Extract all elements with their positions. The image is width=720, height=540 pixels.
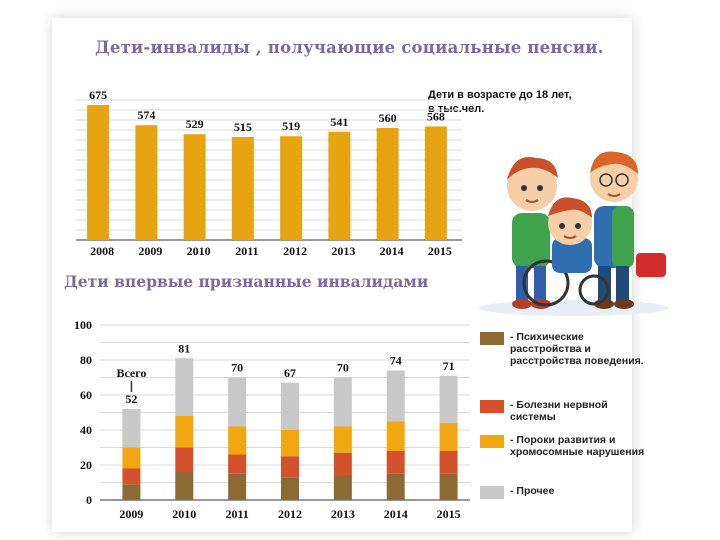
x-tick-label: 2015 [428,244,452,258]
bar [376,128,399,240]
x-tick-label: 2015 [437,507,461,521]
x-tick-label: 2010 [187,244,211,258]
legend-label: - Болезни нервной системы [510,399,608,423]
data-label: 519 [282,119,300,133]
bar [183,134,206,240]
legend-label: - Пороки развития и хромосомные нарушени… [510,434,645,458]
bar-segment [175,358,194,416]
y-tick-label: 0 [86,493,92,507]
bar-segment [386,451,405,474]
bar-segment [439,451,458,474]
total-label: 67 [284,366,296,380]
bar-segment [281,382,299,430]
data-label: 568 [427,109,445,123]
x-tick-label: 2012 [278,507,302,521]
x-tick-label: 2013 [331,244,355,258]
bar-segment [281,456,299,478]
bottom-chart-title: Дети впервые признанные инвалидами [64,272,429,291]
legend-label: - Психические расстройства и расстройств… [510,331,644,367]
children-illustration [479,151,669,316]
legend-swatch-nervous [480,400,504,413]
x-tick-label: 2014 [380,244,404,258]
bar-segment [175,472,194,500]
legend-swatch-other [480,486,504,499]
y-tick-label: 80 [80,353,92,367]
total-label: 71 [443,359,455,373]
bar [231,137,254,240]
x-tick-label: 2009 [138,244,162,258]
bar-segment [386,473,405,500]
data-label: 560 [379,111,397,125]
bar-segment [175,416,194,448]
data-label: 529 [186,117,204,131]
x-tick-label: 2011 [235,244,258,258]
data-label: 675 [89,88,107,102]
bar-segment [122,447,141,469]
y-tick-label: 100 [74,318,92,332]
data-label: 541 [330,115,348,129]
y-tick-label: 40 [80,423,92,437]
x-tick-label: 2008 [90,244,114,258]
bar-segment [175,447,194,472]
bar-segment [122,468,141,485]
data-label: 574 [137,108,155,122]
bar-segment [386,421,405,451]
x-tick-label: 2010 [172,507,196,521]
bar-segment [228,473,247,500]
x-tick-label: 2011 [225,507,248,521]
total-label: 70 [337,361,349,375]
bar [328,131,351,240]
x-tick-label: 2014 [384,507,408,521]
bar-segment [228,454,247,474]
bar [135,125,158,240]
units-note: Дети в возрасте до 18 лет, в тыс.чел. [428,89,572,115]
x-tick-label: 2009 [119,507,143,521]
total-label: 74 [390,354,402,368]
total-label: 52 [125,392,137,406]
bar-segment [333,377,352,427]
legend-label: - Прочее [510,485,555,497]
top-chart-title: Дети-инвалиды , получающие социальные пе… [95,38,604,57]
bar-segment [439,423,458,451]
y-tick-label: 60 [80,388,92,402]
data-label: 515 [234,120,252,134]
bar-segment [333,452,352,476]
total-label: 81 [178,341,190,355]
x-tick-label: 2012 [283,244,307,258]
bar-segment [333,426,352,453]
bar [87,105,110,240]
bar-segment [228,377,247,427]
bar-segment [281,477,299,500]
bar-segment [439,375,458,423]
bar-segment [333,475,352,500]
bar-segment [281,430,299,457]
x-tick-label: 2013 [331,507,355,521]
bar-segment [122,484,141,500]
bar [424,126,447,240]
bar-segment [122,409,141,448]
total-label: 70 [231,361,243,375]
bar-segment [386,370,405,422]
y-tick-label: 20 [80,458,92,472]
bar-segment [439,473,458,500]
total-annotation: Всего [116,366,146,380]
bar-segment [228,426,247,455]
legend-swatch-malform [480,435,504,448]
bar [280,136,303,240]
legend-swatch-psych [480,332,504,345]
